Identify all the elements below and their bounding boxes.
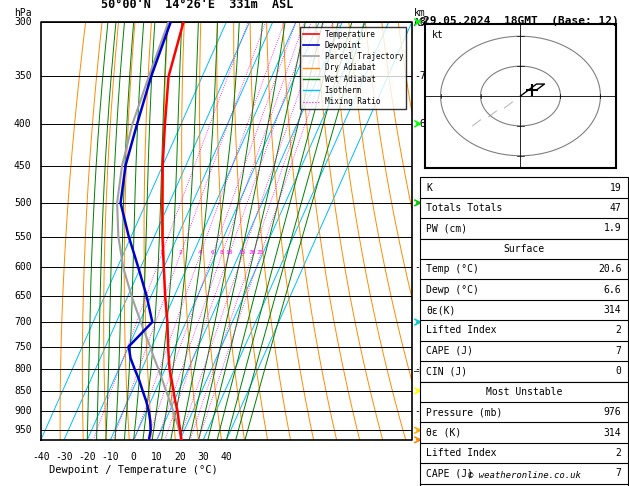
Text: 2: 2 [616,448,621,458]
Text: 8: 8 [220,250,223,256]
Text: 7: 7 [616,346,621,356]
Text: 19: 19 [610,183,621,192]
Text: Dewp (°C): Dewp (°C) [426,285,479,295]
Text: CAPE (J): CAPE (J) [426,346,474,356]
Text: -2: -2 [414,364,426,374]
Text: Surface: Surface [503,244,545,254]
Text: km: km [414,8,426,17]
Text: 6.6: 6.6 [604,285,621,295]
Text: -20: -20 [79,452,96,462]
Text: 750: 750 [14,342,31,351]
Text: θε(K): θε(K) [426,305,456,315]
Text: 20.6: 20.6 [598,264,621,274]
Text: 976: 976 [604,407,621,417]
Text: 800: 800 [14,364,31,374]
Text: 0: 0 [131,452,136,462]
Text: Pressure (mb): Pressure (mb) [426,407,503,417]
Text: 10: 10 [225,250,233,256]
Text: 350: 350 [14,71,31,82]
Text: 900: 900 [14,406,31,416]
Text: -40: -40 [32,452,50,462]
Text: Lifted Index: Lifted Index [426,448,497,458]
Text: -5: -5 [414,198,426,208]
Text: -30: -30 [55,452,73,462]
Text: Mixing Ratio (g/kg): Mixing Ratio (g/kg) [427,183,436,278]
Text: 40: 40 [221,452,232,462]
Text: 29.05.2024  18GMT  (Base: 12): 29.05.2024 18GMT (Base: 12) [423,16,618,26]
Text: 314: 314 [604,428,621,437]
Text: Totals Totals: Totals Totals [426,203,503,213]
Text: hPa: hPa [14,8,31,17]
Text: 4: 4 [198,250,202,256]
Text: CAPE (J): CAPE (J) [426,469,474,478]
Text: 450: 450 [14,160,31,171]
Text: CIN (J): CIN (J) [426,366,467,376]
Text: 2: 2 [616,326,621,335]
Text: -1: -1 [414,406,426,416]
Legend: Temperature, Dewpoint, Parcel Trajectory, Dry Adiabat, Wet Adiabat, Isotherm, Mi: Temperature, Dewpoint, Parcel Trajectory… [300,27,406,109]
Text: 30: 30 [198,452,209,462]
Text: 7: 7 [616,469,621,478]
Text: 400: 400 [14,119,31,129]
Text: 15: 15 [238,250,246,256]
Text: Dewpoint / Temperature (°C): Dewpoint / Temperature (°C) [49,465,218,475]
Text: θε (K): θε (K) [426,428,462,437]
Text: ASL: ASL [414,18,431,28]
Text: -7: -7 [414,71,426,82]
Text: 500: 500 [14,198,31,208]
Text: 850: 850 [14,386,31,396]
Text: -3: -3 [414,317,426,327]
Text: 2: 2 [178,250,182,256]
Text: 1: 1 [159,250,163,256]
Text: 0: 0 [616,366,621,376]
Text: 20: 20 [174,452,186,462]
Text: 1.9: 1.9 [604,224,621,233]
Text: K: K [426,183,432,192]
Text: © weatheronline.co.uk: © weatheronline.co.uk [467,471,581,480]
Text: 300: 300 [14,17,31,27]
Text: Lifted Index: Lifted Index [426,326,497,335]
Text: 314: 314 [604,305,621,315]
Text: 650: 650 [14,291,31,301]
Text: PW (cm): PW (cm) [426,224,467,233]
Text: 47: 47 [610,203,621,213]
Text: 550: 550 [14,232,31,242]
Text: -8: -8 [414,17,426,27]
Text: 950: 950 [14,425,31,435]
Text: kt: kt [432,30,444,40]
Text: 10: 10 [151,452,163,462]
Text: -6: -6 [414,119,426,129]
Text: 20: 20 [248,250,256,256]
Text: 600: 600 [14,262,31,273]
Text: ‒LCL: ‒LCL [414,367,434,376]
Text: 700: 700 [14,317,31,327]
Text: -10: -10 [102,452,120,462]
Text: Temp (°C): Temp (°C) [426,264,479,274]
Text: 50°00'N  14°26'E  331m  ASL: 50°00'N 14°26'E 331m ASL [101,0,293,12]
Text: 25: 25 [257,250,264,256]
Text: 6: 6 [211,250,214,256]
Text: Most Unstable: Most Unstable [486,387,562,397]
Text: -4: -4 [414,262,426,273]
